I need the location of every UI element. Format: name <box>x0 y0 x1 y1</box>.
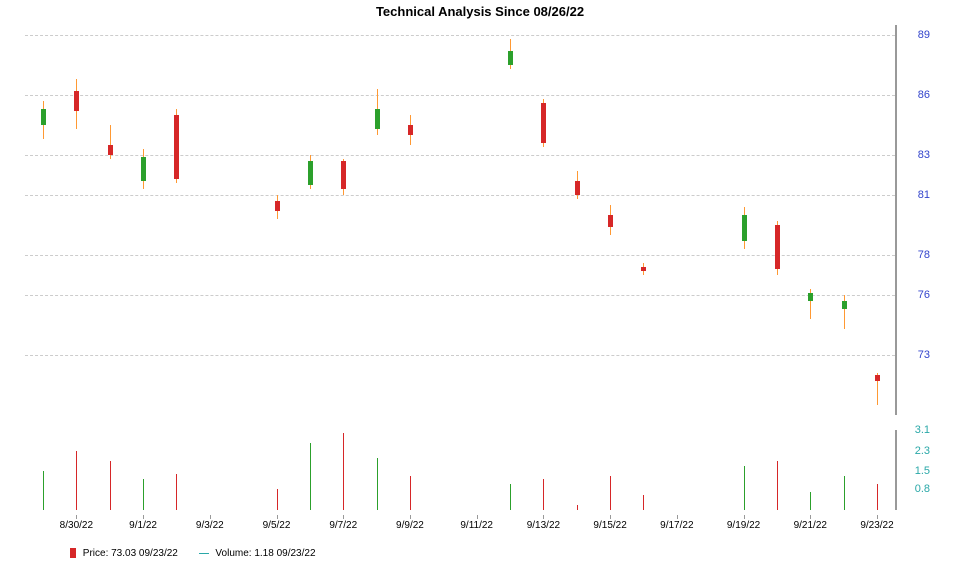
grid-line <box>25 295 895 296</box>
candle-body <box>41 109 46 125</box>
x-tick-label: 9/23/22 <box>860 520 893 531</box>
volume-bar <box>510 484 511 510</box>
price-tick-label: 73 <box>918 349 930 361</box>
candle-body <box>641 267 646 271</box>
x-tick <box>410 515 411 519</box>
volume-legend-icon <box>199 553 209 554</box>
chart-container: Technical Analysis Since 08/26/22 737678… <box>0 0 960 576</box>
x-tick-label: 9/21/22 <box>794 520 827 531</box>
volume-bar <box>76 451 77 510</box>
candle-body <box>775 225 780 269</box>
price-legend-icon <box>70 548 76 558</box>
candle-body <box>275 201 280 211</box>
price-y-axis <box>895 25 897 415</box>
candle-body <box>842 301 847 309</box>
candle-body <box>375 109 380 129</box>
price-tick-label: 83 <box>918 149 930 161</box>
x-tick-label: 9/9/22 <box>396 520 424 531</box>
price-tick-label: 86 <box>918 89 930 101</box>
volume-bar <box>844 476 845 510</box>
chart-title: Technical Analysis Since 08/26/22 <box>0 4 960 19</box>
candle-body <box>308 161 313 185</box>
candle-body <box>74 91 79 111</box>
volume-bar <box>643 495 644 510</box>
price-tick-label: 89 <box>918 29 930 41</box>
x-tick-label: 9/1/22 <box>129 520 157 531</box>
volume-bar <box>410 476 411 510</box>
grid-line <box>25 355 895 356</box>
candle-body <box>541 103 546 143</box>
x-tick <box>143 515 144 519</box>
volume-bar <box>176 474 177 510</box>
volume-y-axis <box>895 430 897 510</box>
volume-bar <box>310 443 311 510</box>
x-tick <box>543 515 544 519</box>
x-tick <box>877 515 878 519</box>
volume-bar <box>43 471 44 510</box>
volume-bar <box>610 476 611 510</box>
x-tick-label: 9/15/22 <box>593 520 626 531</box>
volume-legend-label: Volume: 1.18 09/23/22 <box>215 548 315 559</box>
x-tick-label: 9/17/22 <box>660 520 693 531</box>
x-tick <box>744 515 745 519</box>
x-tick <box>76 515 77 519</box>
x-tick-label: 8/30/22 <box>60 520 93 531</box>
volume-bar <box>744 466 745 510</box>
x-tick <box>610 515 611 519</box>
volume-bar <box>810 492 811 510</box>
volume-area: 0.81.52.33.1 <box>25 430 895 510</box>
volume-bar <box>343 433 344 510</box>
volume-bar <box>143 479 144 510</box>
price-tick-label: 76 <box>918 289 930 301</box>
candle-body <box>508 51 513 65</box>
volume-bar <box>277 489 278 510</box>
candle-body <box>174 115 179 179</box>
x-tick-label: 9/11/22 <box>460 520 493 531</box>
candle-body <box>141 157 146 181</box>
x-tick-label: 9/7/22 <box>329 520 357 531</box>
candle-body <box>742 215 747 241</box>
x-tick-label: 9/5/22 <box>263 520 291 531</box>
volume-bar <box>377 458 378 510</box>
grid-line <box>25 95 895 96</box>
grid-line <box>25 255 895 256</box>
price-area: 73767881838689 <box>25 25 895 415</box>
x-tick <box>810 515 811 519</box>
candle-body <box>575 181 580 195</box>
price-tick-label: 78 <box>918 249 930 261</box>
candle-body <box>875 375 880 381</box>
plot-area: 73767881838689 0.81.52.33.1 8/30/22 9/1/2… <box>25 25 895 535</box>
price-legend-label: Price: 73.03 09/23/22 <box>83 548 178 559</box>
price-tick-label: 81 <box>918 189 930 201</box>
candle-body <box>608 215 613 227</box>
x-tick-label: 9/13/22 <box>527 520 560 531</box>
candle-body <box>808 293 813 301</box>
x-tick <box>343 515 344 519</box>
grid-line <box>25 155 895 156</box>
candle-body <box>108 145 113 155</box>
grid-line <box>25 35 895 36</box>
x-tick <box>277 515 278 519</box>
volume-bar <box>110 461 111 510</box>
volume-tick-label: 1.5 <box>915 465 930 477</box>
volume-tick-label: 3.1 <box>915 424 930 436</box>
volume-tick-label: 0.8 <box>915 483 930 495</box>
legend: Price: 73.03 09/23/22 Volume: 1.18 09/23… <box>70 548 316 559</box>
x-tick <box>477 515 478 519</box>
candle-body <box>408 125 413 135</box>
volume-bar <box>577 505 578 510</box>
volume-bar <box>777 461 778 510</box>
volume-tick-label: 2.3 <box>915 445 930 457</box>
x-tick-label: 9/19/22 <box>727 520 760 531</box>
grid-line <box>25 195 895 196</box>
x-tick <box>210 515 211 519</box>
x-tick-label: 9/3/22 <box>196 520 224 531</box>
x-tick <box>677 515 678 519</box>
candle-body <box>341 161 346 189</box>
volume-bar <box>543 479 544 510</box>
volume-bar <box>877 484 878 510</box>
